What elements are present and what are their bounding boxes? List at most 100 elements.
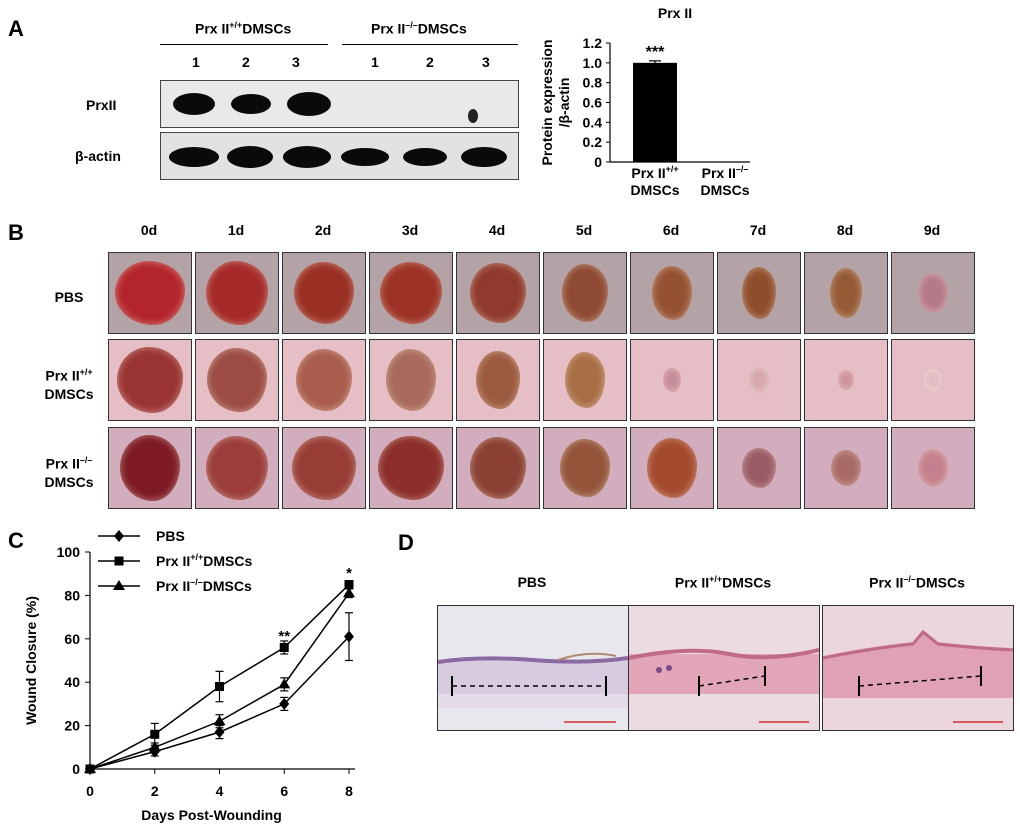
- blot-band: [468, 109, 478, 123]
- blot-band: [169, 147, 219, 167]
- x-category-label: Prx II–/–: [702, 164, 749, 181]
- data-point: [213, 715, 226, 726]
- day-label: 2d: [314, 222, 332, 238]
- wound-area: [292, 436, 356, 500]
- wound-photo-ko: [282, 427, 366, 509]
- y-tick-label: 0: [594, 154, 602, 170]
- wound-area: [831, 450, 861, 486]
- histology-title: Prx II+/+DMSCs: [674, 574, 772, 591]
- wound-photo-ko: [630, 427, 714, 509]
- wound-area: [565, 352, 605, 408]
- data-point: [279, 697, 290, 710]
- row-label-wt: Prx II+/+ DMSCs: [44, 367, 94, 402]
- blot-row-label-actin: β-actin: [75, 148, 121, 164]
- data-point: [215, 682, 224, 692]
- panel-a-label: A: [8, 16, 24, 41]
- x-tick-label: 0: [86, 783, 94, 799]
- data-point: [150, 729, 160, 739]
- chart-title: Prx II: [658, 5, 692, 21]
- wound-photo-pbs: [195, 252, 279, 334]
- histology-image-ko: [822, 605, 1014, 731]
- x-tick-label: 8: [345, 783, 353, 799]
- wound-photo-wt: [543, 339, 627, 421]
- bar-chart: Prx II 0 0.2 0.4 0.6 0.8 1.0 1.2 Protein express…: [539, 5, 750, 198]
- blot-band: [403, 148, 447, 166]
- blot-band: [461, 147, 507, 167]
- histology-title: PBS: [517, 574, 547, 590]
- wound-area: [386, 349, 436, 411]
- wound-photo-ko: [543, 427, 627, 509]
- y-tick-label: 60: [64, 631, 80, 647]
- panel-d-label: D: [398, 530, 414, 555]
- day-label: 7d: [749, 222, 767, 238]
- blot-group-left-underline: [160, 44, 328, 45]
- data-point: [279, 642, 289, 652]
- wound-area: [296, 349, 352, 411]
- day-label: 6d: [662, 222, 680, 238]
- y-tick-label: 80: [64, 587, 80, 603]
- wound-photo-pbs: [108, 252, 192, 334]
- x-category-label: DMSCs: [700, 182, 749, 198]
- wound-photo-ko: [195, 427, 279, 509]
- data-point: [84, 763, 96, 773]
- line-chart: 0 20 40 60 80 100 0 2 4 6 8 Days Post-Wounding Wound…: [23, 528, 355, 823]
- wound-photo-ko: [456, 427, 540, 509]
- wound-area: [115, 261, 185, 325]
- wound-area: [206, 436, 268, 500]
- wound-photo-pbs: [630, 252, 714, 334]
- x-category-label: DMSCs: [630, 182, 679, 198]
- histology-image-wt: [628, 605, 820, 731]
- wound-area: [749, 367, 769, 393]
- series-line: [89, 636, 350, 770]
- y-tick-label: 100: [57, 544, 81, 560]
- blot-row-label-prxii: PrxII: [86, 97, 117, 113]
- lane-label: 3: [482, 54, 490, 70]
- data-point: [343, 587, 355, 598]
- y-tick-label: 1.2: [583, 35, 603, 51]
- wound-photo-pbs: [717, 252, 801, 334]
- row-label-pbs: PBS: [54, 289, 84, 305]
- x-tick-label: 6: [280, 783, 288, 799]
- row-label-ko: Prx II–/– DMSCs: [44, 455, 94, 490]
- wound-photo-ko: [369, 427, 453, 509]
- day-label: 9d: [923, 222, 941, 238]
- day-label: 4d: [488, 222, 506, 238]
- wound-area: [380, 262, 442, 324]
- blot-band: [283, 146, 331, 168]
- wound-area: [742, 448, 776, 488]
- y-tick-label: 0.2: [583, 134, 603, 150]
- panel-b-label: B: [8, 220, 24, 245]
- blot-prxii: [160, 80, 519, 128]
- wound-photo-wt: [369, 339, 453, 421]
- wound-photo-pbs: [543, 252, 627, 334]
- wound-area: [918, 273, 948, 313]
- lane-label: 2: [242, 54, 250, 70]
- wound-photo-pbs: [804, 252, 888, 334]
- blot-group-left-header: Prx II+/+DMSCs: [195, 20, 292, 37]
- legend-marker: [113, 580, 125, 590]
- lane-label: 2: [426, 54, 434, 70]
- wound-area: [918, 449, 948, 487]
- y-tick-label: 0.6: [583, 95, 603, 111]
- y-tick-label: 1.0: [583, 55, 603, 71]
- wound-photo-pbs: [456, 252, 540, 334]
- y-axis-label: Protein expression/β-actin: [539, 39, 572, 165]
- wound-photo-wt: [891, 339, 975, 421]
- wound-area: [742, 267, 776, 319]
- data-point: [278, 678, 291, 689]
- wound-photo-wt: [717, 339, 801, 421]
- wound-photo-wt: [282, 339, 366, 421]
- wound-area: [206, 261, 268, 325]
- bar: [633, 62, 677, 163]
- legend-marker: [114, 556, 124, 566]
- y-tick-label: 20: [64, 718, 80, 734]
- y-tick-label: 0: [72, 761, 80, 777]
- blot-actin: [160, 132, 519, 180]
- wound-area: [120, 435, 180, 501]
- y-tick-label: 0.4: [583, 114, 603, 130]
- wound-photo-pbs: [282, 252, 366, 334]
- data-point: [344, 630, 354, 643]
- day-label: 5d: [575, 222, 593, 238]
- wound-photo-wt: [108, 339, 192, 421]
- wound-area: [560, 439, 610, 497]
